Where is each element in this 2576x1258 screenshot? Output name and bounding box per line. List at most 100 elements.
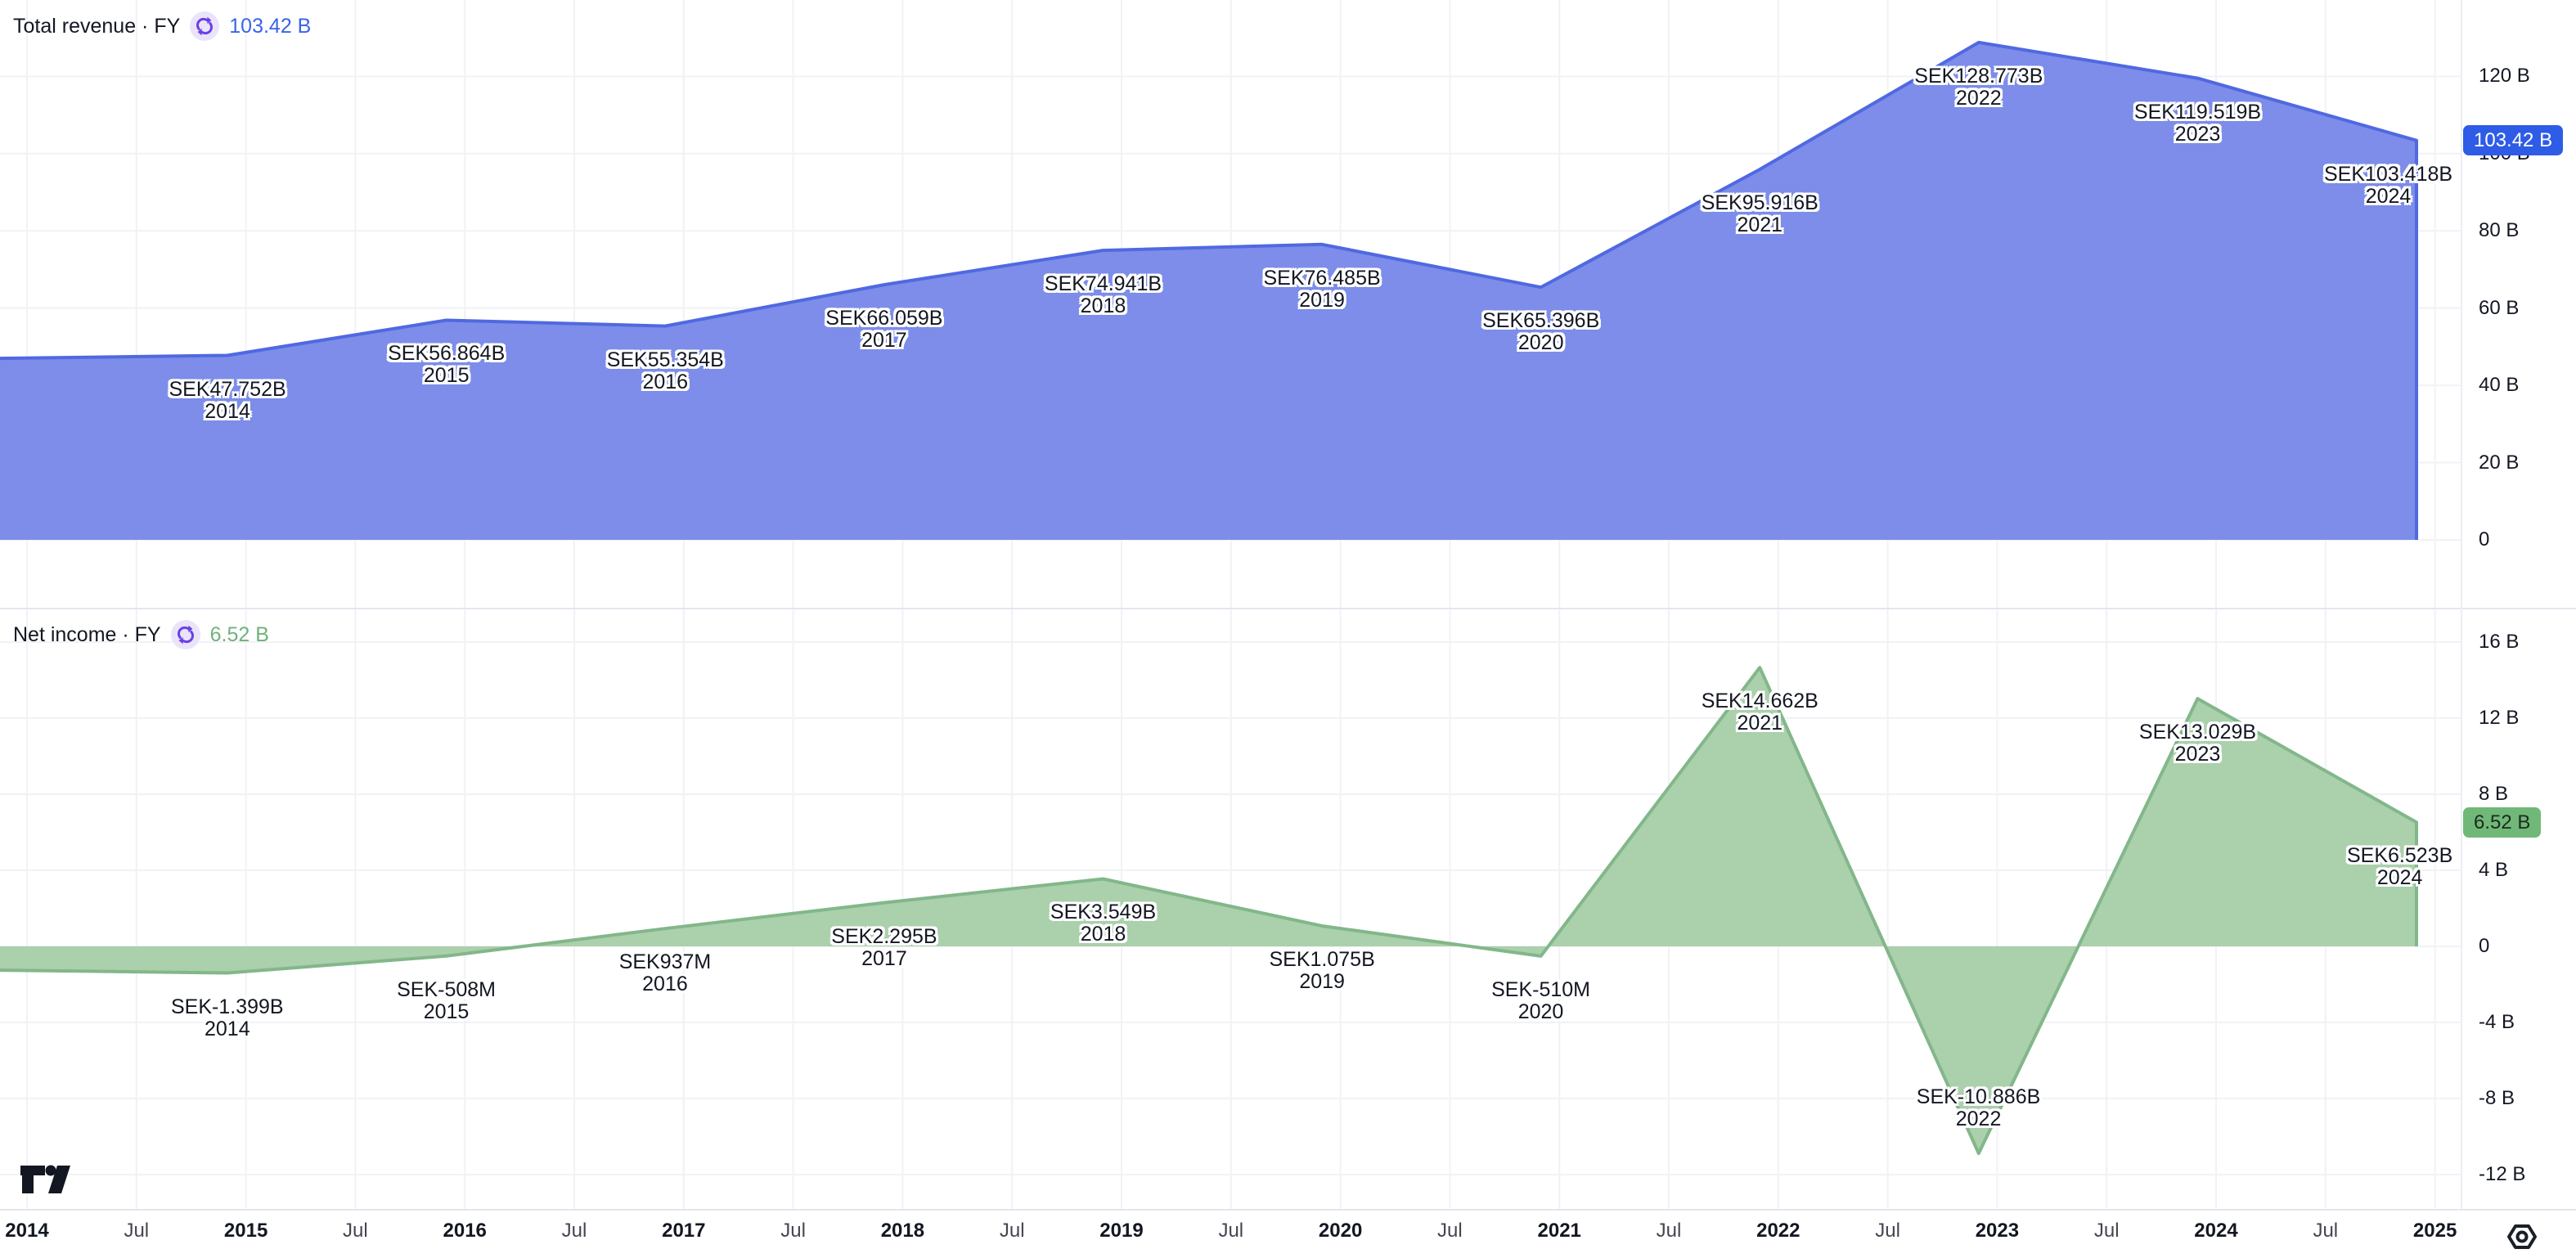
data-point-year: 2016: [642, 370, 689, 393]
y-axis-tick-label: -12 B: [2479, 1163, 2526, 1185]
time-axis-label: Jul: [2093, 1220, 2120, 1242]
time-axis-label: Jul: [124, 1220, 150, 1242]
data-point-label: SEK3.549B 2018: [1050, 901, 1156, 946]
refresh-sync-icon: [177, 625, 194, 645]
y-axis-tick-label: 4 B: [2479, 859, 2509, 881]
data-point-year: 2023: [2174, 122, 2221, 146]
data-point-year: 2015: [423, 1000, 470, 1023]
net-income-series-line: [0, 666, 2418, 1156]
time-axis-label: Jul: [780, 1220, 806, 1242]
data-point-value: SEK14.662B: [1701, 690, 1818, 713]
time-axis-label: 2023: [1975, 1220, 2020, 1242]
time-axis-separator: [0, 1209, 2576, 1211]
data-point-label: SEK14.662B 2021: [1702, 690, 1818, 735]
price-axis-separator: [2461, 0, 2462, 1209]
data-point-value: SEK65.396B: [1482, 309, 1600, 333]
data-point-label: SEK66.059B 2017: [825, 308, 942, 352]
data-point-value: SEK-10.886B: [1916, 1085, 2041, 1109]
y-axis-tick-label: 120 B: [2479, 65, 2530, 88]
time-axis-label: 2025: [2412, 1220, 2457, 1242]
data-point-value: SEK119.519B: [2133, 100, 2262, 124]
data-point-year: 2022: [1956, 86, 2002, 110]
data-point-label: SEK74.941B 2018: [1045, 273, 1162, 317]
net-income-chart-area[interactable]: [0, 609, 2461, 1209]
data-point-label: SEK119.519B 2023: [2134, 101, 2261, 146]
data-point-label: SEK76.485B 2019: [1264, 267, 1381, 312]
time-axis-label: 2022: [1756, 1220, 1801, 1242]
refresh-icon[interactable]: [170, 620, 200, 649]
axis-settings-icon[interactable]: [2506, 1224, 2538, 1250]
data-point-label: SEK56.864B 2015: [388, 343, 505, 387]
time-axis-label: Jul: [1875, 1220, 1900, 1242]
time-axis-label: Jul: [343, 1220, 368, 1242]
revenue-legend[interactable]: Total revenue · FY 103.42 B: [13, 10, 311, 43]
data-point-value: SEK103.418B: [2324, 162, 2453, 186]
data-point-year: 2015: [423, 364, 470, 388]
data-point-label: SEK-1.399B 2014: [171, 995, 284, 1040]
y-axis-tick-label: 16 B: [2479, 631, 2520, 653]
data-point-value: SEK55.354B: [606, 348, 724, 371]
data-point-value: SEK76.485B: [1263, 266, 1381, 290]
y-axis-tick-label: 40 B: [2479, 374, 2520, 397]
time-axis-label: 2024: [2194, 1220, 2238, 1242]
data-point-year: 2021: [1737, 213, 1783, 237]
y-axis-tick-label: -8 B: [2479, 1087, 2515, 1109]
data-point-year: 2020: [1517, 1000, 1564, 1023]
data-point-value: SEK47.752B: [169, 377, 286, 401]
data-point-label: SEK95.916B 2021: [1702, 192, 1818, 236]
time-axis-label: 2018: [880, 1220, 925, 1242]
data-point-year: 2019: [1299, 970, 1345, 993]
revenue-chart-area[interactable]: [0, 0, 2461, 608]
data-point-year: 2019: [1299, 288, 1345, 312]
revenue-last-value-badge: 103.42 B: [2463, 125, 2564, 156]
data-point-year: 2022: [1955, 1107, 2002, 1131]
data-point-year: 2024: [2365, 184, 2412, 208]
time-axis-label: Jul: [1656, 1220, 1682, 1242]
net-income-legend-title: Net income · FY: [13, 623, 161, 646]
data-point-label: SEK13.029B 2023: [2139, 721, 2256, 766]
data-point-label: SEK128.773B 2022: [1914, 65, 2043, 110]
time-axis-label: 2019: [1099, 1220, 1144, 1242]
refresh-sync-icon: [196, 16, 214, 36]
data-point-year: 2018: [1080, 923, 1126, 946]
time-axis-label: 2015: [223, 1220, 268, 1242]
refresh-icon[interactable]: [190, 11, 220, 41]
data-point-year: 2020: [1517, 331, 1564, 355]
data-point-value: SEK6.523B: [2347, 844, 2453, 868]
data-point-year: 2018: [1080, 294, 1126, 318]
time-axis-label: 2020: [1318, 1220, 1363, 1242]
y-axis-tick-label: 60 B: [2479, 296, 2520, 319]
time-axis-label: 2021: [1537, 1220, 1581, 1242]
y-axis-tick-label: 0: [2479, 528, 2490, 550]
y-axis-tick-label: 20 B: [2479, 451, 2520, 474]
data-point-label: SEK47.752B 2014: [169, 377, 286, 423]
y-axis-tick-label: 80 B: [2479, 219, 2520, 242]
data-point-value: SEK56.864B: [388, 342, 506, 366]
net-income-legend[interactable]: Net income · FY 6.52 B: [13, 618, 269, 651]
pane-separator[interactable]: [0, 608, 2576, 609]
y-axis-tick-label: 8 B: [2479, 783, 2509, 805]
y-axis-tick-label: -4 B: [2479, 1011, 2515, 1033]
data-point-year: 2017: [861, 946, 907, 970]
net-income-last-value-badge: 6.52 B: [2463, 806, 2542, 838]
data-point-label: SEK-508M 2015: [397, 978, 496, 1023]
data-point-value: SEK13.029B: [2138, 721, 2257, 744]
net-income-area-fill: [0, 667, 2416, 1154]
tradingview-logo[interactable]: [20, 1164, 74, 1197]
revenue-last-value: 103.42 B: [229, 15, 312, 38]
time-axis-label: Jul: [999, 1220, 1025, 1242]
revenue-legend-title: Total revenue · FY: [13, 15, 181, 38]
data-point-value: SEK128.773B: [1914, 64, 2043, 88]
time-axis-label: 2017: [662, 1220, 706, 1242]
data-point-value: SEK74.941B: [1044, 272, 1162, 296]
time-axis-label: 2014: [5, 1220, 49, 1242]
data-point-value: SEK-510M: [1491, 977, 1590, 1001]
y-axis-tick-label: 12 B: [2479, 707, 2520, 729]
time-axis-label: Jul: [1218, 1220, 1244, 1242]
time-axis-label: Jul: [2313, 1220, 2339, 1242]
data-point-label: SEK937M 2016: [619, 951, 712, 995]
revenue-area-fill: [0, 42, 2416, 540]
data-point-year: 2021: [1737, 712, 1783, 735]
data-point-label: SEK55.354B 2016: [606, 348, 724, 393]
